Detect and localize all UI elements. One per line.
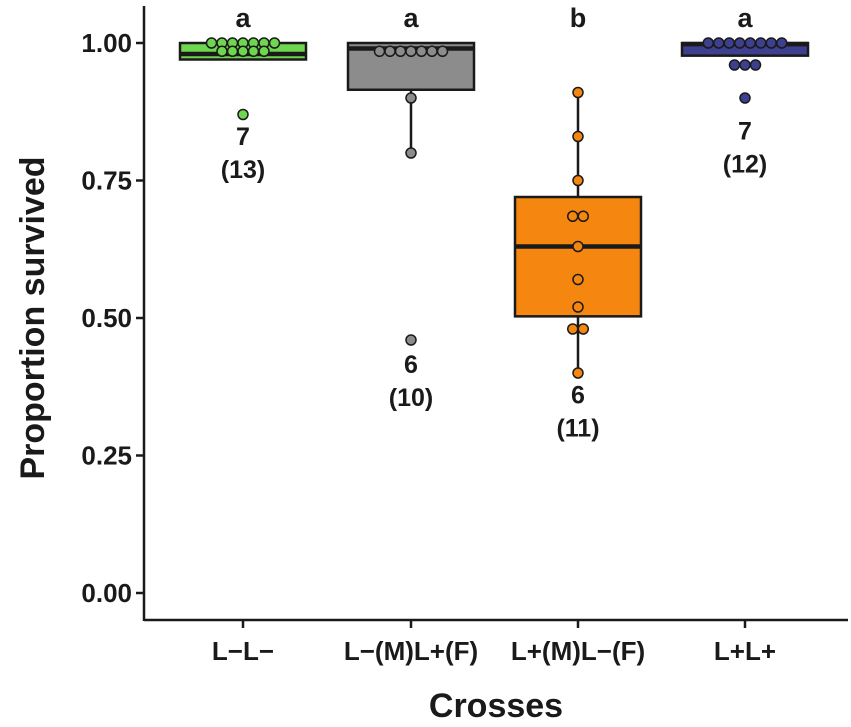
plot-area: a 7 (13) a 6 (10) b 6 (11) a 7 (12) <box>178 3 810 442</box>
box-group: a 7 (12) <box>680 3 810 178</box>
data-point <box>237 45 249 57</box>
significance-letter: b <box>570 3 587 33</box>
x-tick-label: L+L+ <box>714 636 776 666</box>
data-point <box>739 92 751 104</box>
data-point <box>268 37 281 49</box>
data-point <box>436 45 449 57</box>
data-point <box>765 37 777 49</box>
data-point <box>373 45 386 57</box>
y-axis-title: Proportion survived <box>14 156 52 479</box>
significance-letter: a <box>737 3 753 33</box>
data-point <box>205 37 218 49</box>
box-group: a 7 (13) <box>178 3 308 184</box>
sample-count-label: 6 <box>404 351 418 379</box>
y-tick-label: 0.50 <box>81 303 132 333</box>
data-point <box>567 323 579 335</box>
data-point <box>755 37 767 49</box>
x-ticks: L−L− L−(M)L+(F) L+(M)L−(F) L+L+ <box>212 620 776 666</box>
data-point <box>567 210 579 222</box>
x-tick-label: L−L− <box>212 636 274 666</box>
data-point <box>572 86 584 99</box>
data-point <box>734 37 746 49</box>
sample-size-label: (10) <box>389 384 433 412</box>
sample-size-label: (12) <box>723 150 767 178</box>
data-point <box>226 45 239 57</box>
data-point <box>572 367 584 379</box>
data-point <box>405 45 417 57</box>
data-point <box>572 301 584 313</box>
box-group: a 6 (10) <box>346 3 476 412</box>
y-tick-label: 0.25 <box>81 441 132 471</box>
data-point <box>415 45 428 57</box>
y-ticks: 0.00 0.25 0.50 0.75 1.00 <box>81 28 144 608</box>
data-point <box>405 147 417 159</box>
data-point <box>405 92 417 104</box>
x-axis-title: Crosses <box>429 687 563 725</box>
y-tick-label: 0.00 <box>81 578 132 608</box>
y-tick-label: 0.75 <box>81 166 132 196</box>
sample-count-label: 7 <box>738 117 752 145</box>
data-point <box>384 45 396 57</box>
data-point <box>426 45 438 57</box>
data-point <box>572 130 584 143</box>
sample-size-label: (11) <box>556 414 599 442</box>
data-point <box>405 334 417 346</box>
axes: 0.00 0.25 0.50 0.75 1.00 L−L− L−(M)L+(F) L+(M)… <box>14 6 848 725</box>
data-point <box>728 59 741 71</box>
x-tick-label: L−(M)L+(F) <box>344 636 478 666</box>
data-point <box>723 37 735 49</box>
sample-count-label: 6 <box>571 381 585 409</box>
box-group: b 6 (11) <box>513 3 643 442</box>
data-point <box>577 210 589 222</box>
data-point <box>702 37 714 49</box>
data-point <box>744 37 756 49</box>
data-point <box>577 323 589 335</box>
sample-count-label: 7 <box>236 123 250 151</box>
significance-letter: a <box>403 3 419 33</box>
data-point <box>572 273 584 286</box>
x-tick-label: L+(M)L−(F) <box>511 636 645 666</box>
data-point <box>749 59 762 71</box>
significance-letter: a <box>235 3 251 33</box>
data-point <box>572 174 584 187</box>
data-point <box>572 240 584 253</box>
y-tick-label: 1.00 <box>81 28 132 58</box>
data-point <box>237 108 249 121</box>
data-point <box>776 37 788 49</box>
data-point <box>394 45 407 57</box>
sample-size-label: (13) <box>221 156 265 184</box>
data-point <box>713 37 725 49</box>
data-point <box>258 45 270 57</box>
data-point <box>216 45 228 57</box>
data-point <box>247 45 260 57</box>
data-point <box>739 59 751 71</box>
